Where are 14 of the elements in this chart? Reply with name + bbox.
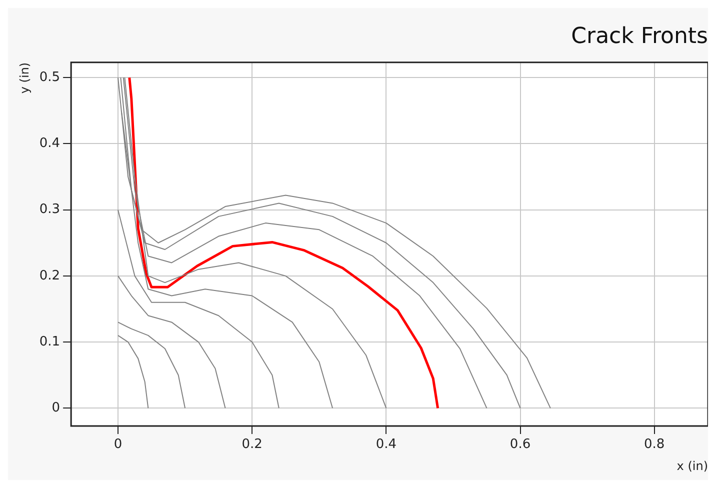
y-tick-label: 0.5 [39, 70, 60, 85]
x-tick-label: 0.4 [376, 437, 397, 452]
y-axis-title: y (in) [17, 62, 32, 94]
y-tick-label: 0.2 [39, 268, 60, 284]
x-tick-label: 0.2 [242, 437, 262, 452]
y-tick-label: 0.3 [39, 202, 60, 218]
y-tick-label: 0.1 [39, 334, 60, 350]
x-tick-label: 0 [114, 437, 122, 452]
y-tick-label: 0 [52, 400, 60, 416]
y-tick-label: 0.4 [39, 136, 60, 152]
chart-title: Crack Fronts [571, 24, 708, 49]
x-axis-title: x (in) [676, 458, 708, 473]
x-tick-label: 0.6 [510, 437, 531, 452]
x-tick-label: 0.8 [644, 437, 665, 452]
